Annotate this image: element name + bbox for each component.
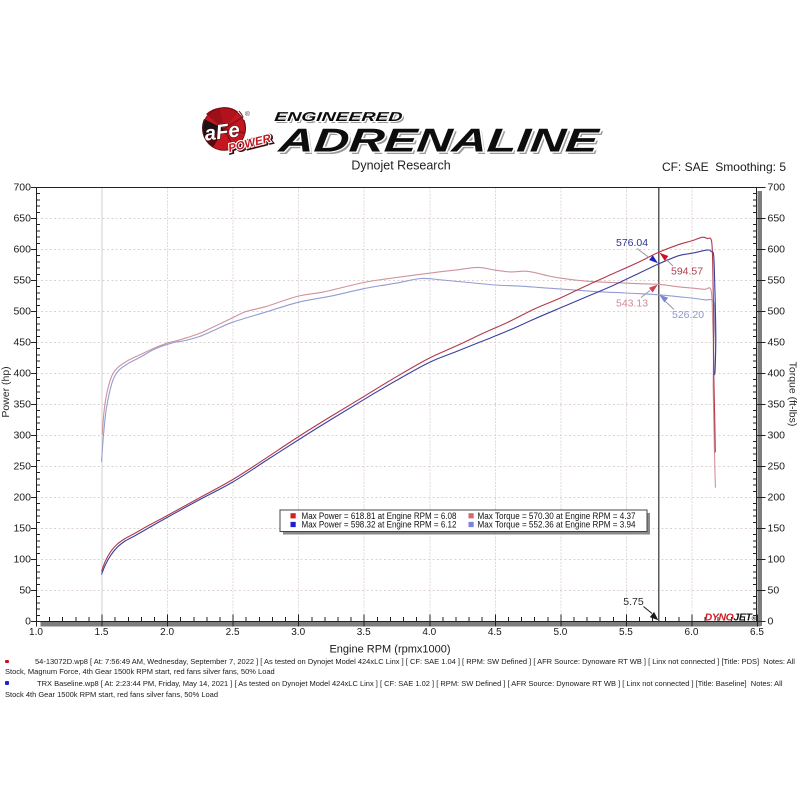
- svg-text:500: 500: [768, 306, 786, 318]
- svg-text:50: 50: [19, 585, 31, 597]
- svg-text:400: 400: [768, 368, 786, 380]
- svg-text:Max Power = 618.81 at Engine R: Max Power = 618.81 at Engine RPM = 6.08: [302, 511, 457, 521]
- svg-text:650: 650: [13, 213, 31, 225]
- svg-text:ENGINEERED: ENGINEERED: [276, 111, 406, 126]
- svg-text:3.0: 3.0: [291, 627, 305, 638]
- svg-text:50: 50: [768, 585, 780, 597]
- svg-text:1.0: 1.0: [29, 627, 43, 638]
- svg-text:Max Torque = 552.36 at Engine: Max Torque = 552.36 at Engine RPM = 3.94: [478, 520, 636, 530]
- svg-text:350: 350: [768, 399, 786, 411]
- svg-text:Engine RPM (rpmx1000): Engine RPM (rpmx1000): [329, 644, 450, 656]
- svg-text:100: 100: [768, 554, 786, 566]
- svg-text:2.0: 2.0: [160, 627, 174, 638]
- svg-text:200: 200: [768, 492, 786, 504]
- svg-text:100: 100: [13, 554, 31, 566]
- svg-text:250: 250: [13, 461, 31, 473]
- svg-text:3.5: 3.5: [357, 627, 371, 638]
- svg-text:ENGINEERED: ENGINEERED: [274, 109, 404, 124]
- svg-text:aFe: aFe: [203, 118, 241, 145]
- svg-text:450: 450: [768, 337, 786, 349]
- svg-text:576.04: 576.04: [616, 237, 648, 249]
- svg-text:594.57: 594.57: [671, 266, 703, 278]
- svg-text:200: 200: [13, 492, 31, 504]
- svg-text:DYNOJET®: DYNOJET®: [705, 612, 757, 624]
- svg-text:5.5: 5.5: [619, 627, 633, 638]
- svg-text:Dynojet Research: Dynojet Research: [351, 159, 450, 173]
- svg-text:0: 0: [768, 616, 774, 628]
- svg-text:ADRENALINE: ADRENALINE: [276, 123, 602, 160]
- svg-text:700: 700: [768, 182, 786, 194]
- svg-text:Power (hp): Power (hp): [0, 366, 12, 417]
- svg-text:300: 300: [13, 430, 31, 442]
- svg-text:150: 150: [768, 523, 786, 535]
- svg-text:Max Torque = 570.30 at Engine: Max Torque = 570.30 at Engine RPM = 4.37: [478, 511, 636, 521]
- svg-text:650: 650: [768, 213, 786, 225]
- svg-text:350: 350: [13, 399, 31, 411]
- svg-text:1.5: 1.5: [95, 627, 109, 638]
- svg-text:4.0: 4.0: [422, 627, 436, 638]
- svg-text:®: ®: [245, 110, 250, 118]
- svg-text:Max Power = 598.32 at Engine R: Max Power = 598.32 at Engine RPM = 6.12: [302, 520, 457, 530]
- svg-text:Torque (ft-lbs): Torque (ft-lbs): [787, 362, 799, 427]
- svg-text:250: 250: [768, 461, 786, 473]
- svg-text:6.0: 6.0: [685, 627, 699, 638]
- svg-text:4.5: 4.5: [488, 627, 502, 638]
- svg-text:450: 450: [13, 337, 31, 349]
- svg-text:543.13: 543.13: [616, 298, 648, 310]
- svg-text:400: 400: [13, 368, 31, 380]
- svg-text:500: 500: [13, 306, 31, 318]
- svg-text:2.5: 2.5: [226, 627, 240, 638]
- svg-text:5.0: 5.0: [553, 627, 567, 638]
- svg-text:6.5: 6.5: [750, 627, 764, 638]
- svg-text:150: 150: [13, 523, 31, 535]
- svg-text:5.75: 5.75: [623, 596, 644, 608]
- svg-text:700: 700: [13, 182, 31, 194]
- svg-text:ADRENALINE: ADRENALINE: [278, 125, 604, 162]
- svg-text:600: 600: [768, 244, 786, 256]
- svg-text:0: 0: [25, 616, 31, 628]
- svg-text:550: 550: [768, 275, 786, 287]
- svg-text:550: 550: [13, 275, 31, 287]
- svg-text:300: 300: [768, 430, 786, 442]
- svg-text:CF: SAE Smoothing: 5: CF: SAE Smoothing: 5: [662, 160, 786, 174]
- svg-text:526.20: 526.20: [672, 309, 704, 321]
- svg-text:600: 600: [13, 244, 31, 256]
